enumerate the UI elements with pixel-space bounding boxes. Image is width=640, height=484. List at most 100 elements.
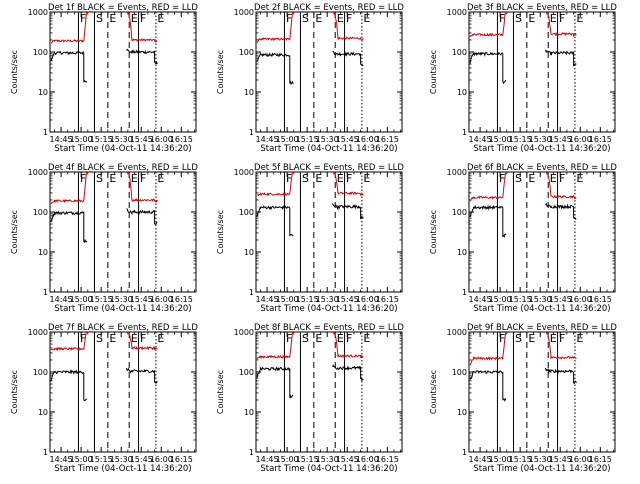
series-lld-line — [469, 172, 577, 202]
chart-title: Det 6f BLACK = Events, RED = LLD — [467, 163, 617, 173]
detector-panel: Det 1f BLACK = Events, RED = LLD 1 10 100 10… — [10, 3, 198, 154]
y-tick-label: 10 — [457, 408, 467, 417]
y-tick-label: 100 — [33, 368, 48, 377]
x-axis-label: Start Time (04-Oct-11 14:36:20) — [54, 304, 191, 314]
x-axis-label: Start Time (04-Oct-11 14:36:20) — [54, 144, 191, 154]
x-axis-label: Start Time (04-Oct-11 14:36:20) — [473, 144, 610, 154]
marker-label: E — [337, 332, 344, 345]
y-tick-label: 1 — [462, 128, 467, 137]
y-tick-label: 1000 — [234, 168, 254, 177]
marker-label: E — [131, 332, 138, 345]
y-tick-label: 1000 — [447, 8, 467, 17]
marker-label: E — [550, 172, 557, 185]
x-tick-label: 14:45 — [469, 455, 492, 464]
marker-label: F — [499, 332, 505, 345]
marker-label: F — [286, 12, 292, 25]
marker-label: E — [109, 332, 116, 345]
marker-label: F — [559, 172, 565, 185]
series-events-line — [256, 50, 364, 86]
marker-label: F — [140, 172, 146, 185]
x-tick-label: 16:15 — [376, 135, 399, 144]
y-tick-label: 1 — [249, 448, 254, 457]
x-tick-label: 15:00 — [70, 135, 93, 144]
chart-title: Det 5f BLACK = Events, RED = LLD — [254, 163, 404, 173]
marker-label: S — [96, 172, 103, 185]
marker-label: E — [315, 332, 322, 345]
x-tick-label: 16:00 — [356, 295, 379, 304]
x-tick-label: 15:30 — [316, 135, 339, 144]
x-tick-label: 15:15 — [296, 455, 319, 464]
x-tick-label: 15:45 — [336, 295, 359, 304]
x-tick-label: 16:00 — [150, 295, 173, 304]
x-tick-label: 15:30 — [110, 295, 133, 304]
x-tick-label: 15:15 — [509, 135, 532, 144]
x-tick-label: 14:45 — [256, 135, 279, 144]
marker-label: E — [109, 172, 116, 185]
y-tick-label: 1 — [43, 448, 48, 457]
y-tick-label: 10 — [244, 88, 254, 97]
y-tick-label: 100 — [452, 48, 467, 57]
plot-frame — [255, 331, 403, 453]
series-events-line — [469, 49, 577, 85]
y-tick-label: 10 — [244, 248, 254, 257]
marker-label: F — [80, 12, 86, 25]
x-tick-label: 14:45 — [50, 295, 73, 304]
y-tick-label: 10 — [457, 88, 467, 97]
marker-label: F — [346, 172, 352, 185]
y-tick-label: 1000 — [447, 328, 467, 337]
x-tick-label: 15:30 — [110, 455, 133, 464]
x-axis-label: Start Time (04-Oct-11 14:36:20) — [473, 304, 610, 314]
y-tick-label: 10 — [38, 88, 48, 97]
y-tick-label: 1000 — [234, 8, 254, 17]
marker-label: E — [131, 12, 138, 25]
marker-label: E — [363, 172, 370, 185]
x-tick-label: 15:00 — [276, 135, 299, 144]
y-tick-label: 100 — [239, 368, 254, 377]
marker-label: E — [550, 12, 557, 25]
x-tick-label: 15:30 — [316, 455, 339, 464]
marker-label: F — [346, 12, 352, 25]
x-tick-label: 14:45 — [469, 135, 492, 144]
x-tick-label: 15:45 — [549, 455, 572, 464]
plot-frame — [468, 171, 616, 293]
x-tick-label: 15:45 — [130, 455, 153, 464]
detector-panel: Det 7f BLACK = Events, RED = LLD 1 10 100 10… — [10, 323, 198, 474]
x-tick-label: 14:45 — [50, 455, 73, 464]
x-axis-label: Start Time (04-Oct-11 14:36:20) — [260, 304, 397, 314]
y-axis-label: Counts/sec — [429, 370, 438, 414]
marker-label: E — [363, 332, 370, 345]
y-tick-label: 100 — [33, 208, 48, 217]
series-events-line — [50, 208, 158, 243]
x-tick-label: 16:15 — [170, 295, 193, 304]
chart-title: Det 9f BLACK = Events, RED = LLD — [467, 323, 617, 333]
x-tick-label: 15:15 — [509, 455, 532, 464]
marker-label: E — [576, 332, 583, 345]
series-events-line — [469, 202, 577, 239]
x-tick-label: 15:15 — [90, 135, 113, 144]
y-tick-label: 1 — [43, 288, 48, 297]
marker-label: S — [96, 12, 103, 25]
y-axis-label: Counts/sec — [429, 50, 438, 94]
plot-frame — [255, 171, 403, 293]
series-lld-line — [256, 12, 364, 43]
y-axis-label: Counts/sec — [10, 50, 19, 94]
x-tick-label: 15:45 — [130, 135, 153, 144]
x-tick-label: 14:45 — [469, 295, 492, 304]
marker-label: E — [363, 12, 370, 25]
series-events-line — [256, 203, 364, 237]
x-tick-label: 15:00 — [489, 455, 512, 464]
marker-label: F — [286, 172, 292, 185]
y-axis-label: Counts/sec — [10, 370, 19, 414]
y-tick-label: 100 — [33, 48, 48, 57]
x-tick-label: 16:00 — [569, 455, 592, 464]
x-tick-label: 15:30 — [529, 135, 552, 144]
detector-panel: Det 8f BLACK = Events, RED = LLD 1 10 100 10… — [216, 323, 404, 474]
marker-label: F — [80, 172, 86, 185]
x-tick-label: 15:00 — [276, 455, 299, 464]
y-tick-label: 100 — [452, 368, 467, 377]
detector-panel: Det 3f BLACK = Events, RED = LLD 1 10 100 10… — [429, 3, 617, 154]
marker-label: F — [559, 12, 565, 25]
x-tick-label: 15:00 — [70, 295, 93, 304]
marker-label: S — [302, 172, 309, 185]
x-tick-label: 15:15 — [509, 295, 532, 304]
